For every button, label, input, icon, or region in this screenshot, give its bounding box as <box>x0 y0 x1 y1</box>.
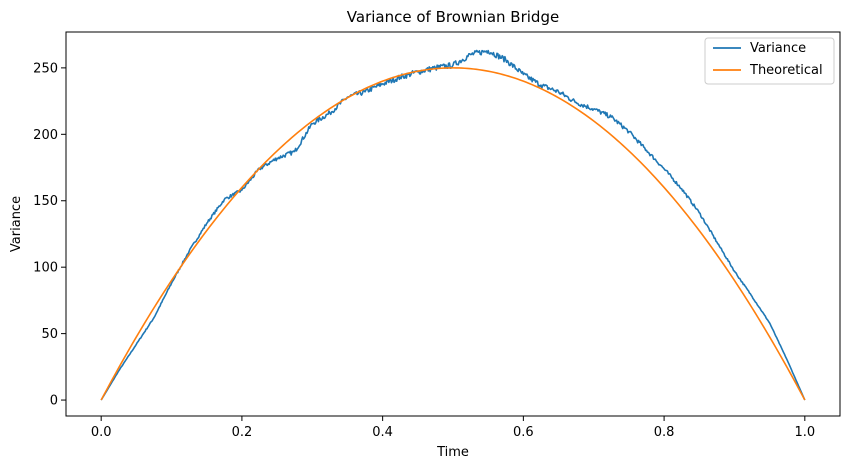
x-axis-label: Time <box>436 445 469 460</box>
legend-frame <box>704 37 835 85</box>
y-tick-label: 150 <box>33 194 58 209</box>
x-tick-label: 0.4 <box>372 425 393 440</box>
y-axis-ticks: 0 50 100 150 200 250 <box>33 61 66 409</box>
chart-title: Variance of Brownian Bridge <box>347 8 559 26</box>
series-line-theoretical <box>100 67 806 401</box>
y-tick-label: 100 <box>33 261 58 276</box>
x-tick-label: 1.0 <box>794 425 815 440</box>
x-tick-label: 0.2 <box>232 425 253 440</box>
series-layer <box>100 49 806 401</box>
series-line-variance <box>100 49 806 401</box>
x-tick-label: 0.6 <box>513 425 534 440</box>
plot-frame <box>65 31 841 417</box>
x-axis-ticks: 0.0 0.2 0.4 0.6 0.8 1.0 <box>91 416 815 440</box>
y-axis-label: Variance <box>9 196 24 252</box>
y-tick-label: 50 <box>41 327 58 342</box>
x-tick-label: 0.0 <box>91 425 112 440</box>
y-tick-label: 200 <box>33 128 58 143</box>
y-tick-label: 250 <box>33 61 58 76</box>
legend-label-variance: Variance <box>750 41 806 56</box>
y-tick-label: 0 <box>50 394 58 409</box>
legend: Variance Theoretical <box>704 37 835 85</box>
legend-label-theoretical: Theoretical <box>749 63 823 78</box>
x-tick-label: 0.8 <box>654 425 675 440</box>
